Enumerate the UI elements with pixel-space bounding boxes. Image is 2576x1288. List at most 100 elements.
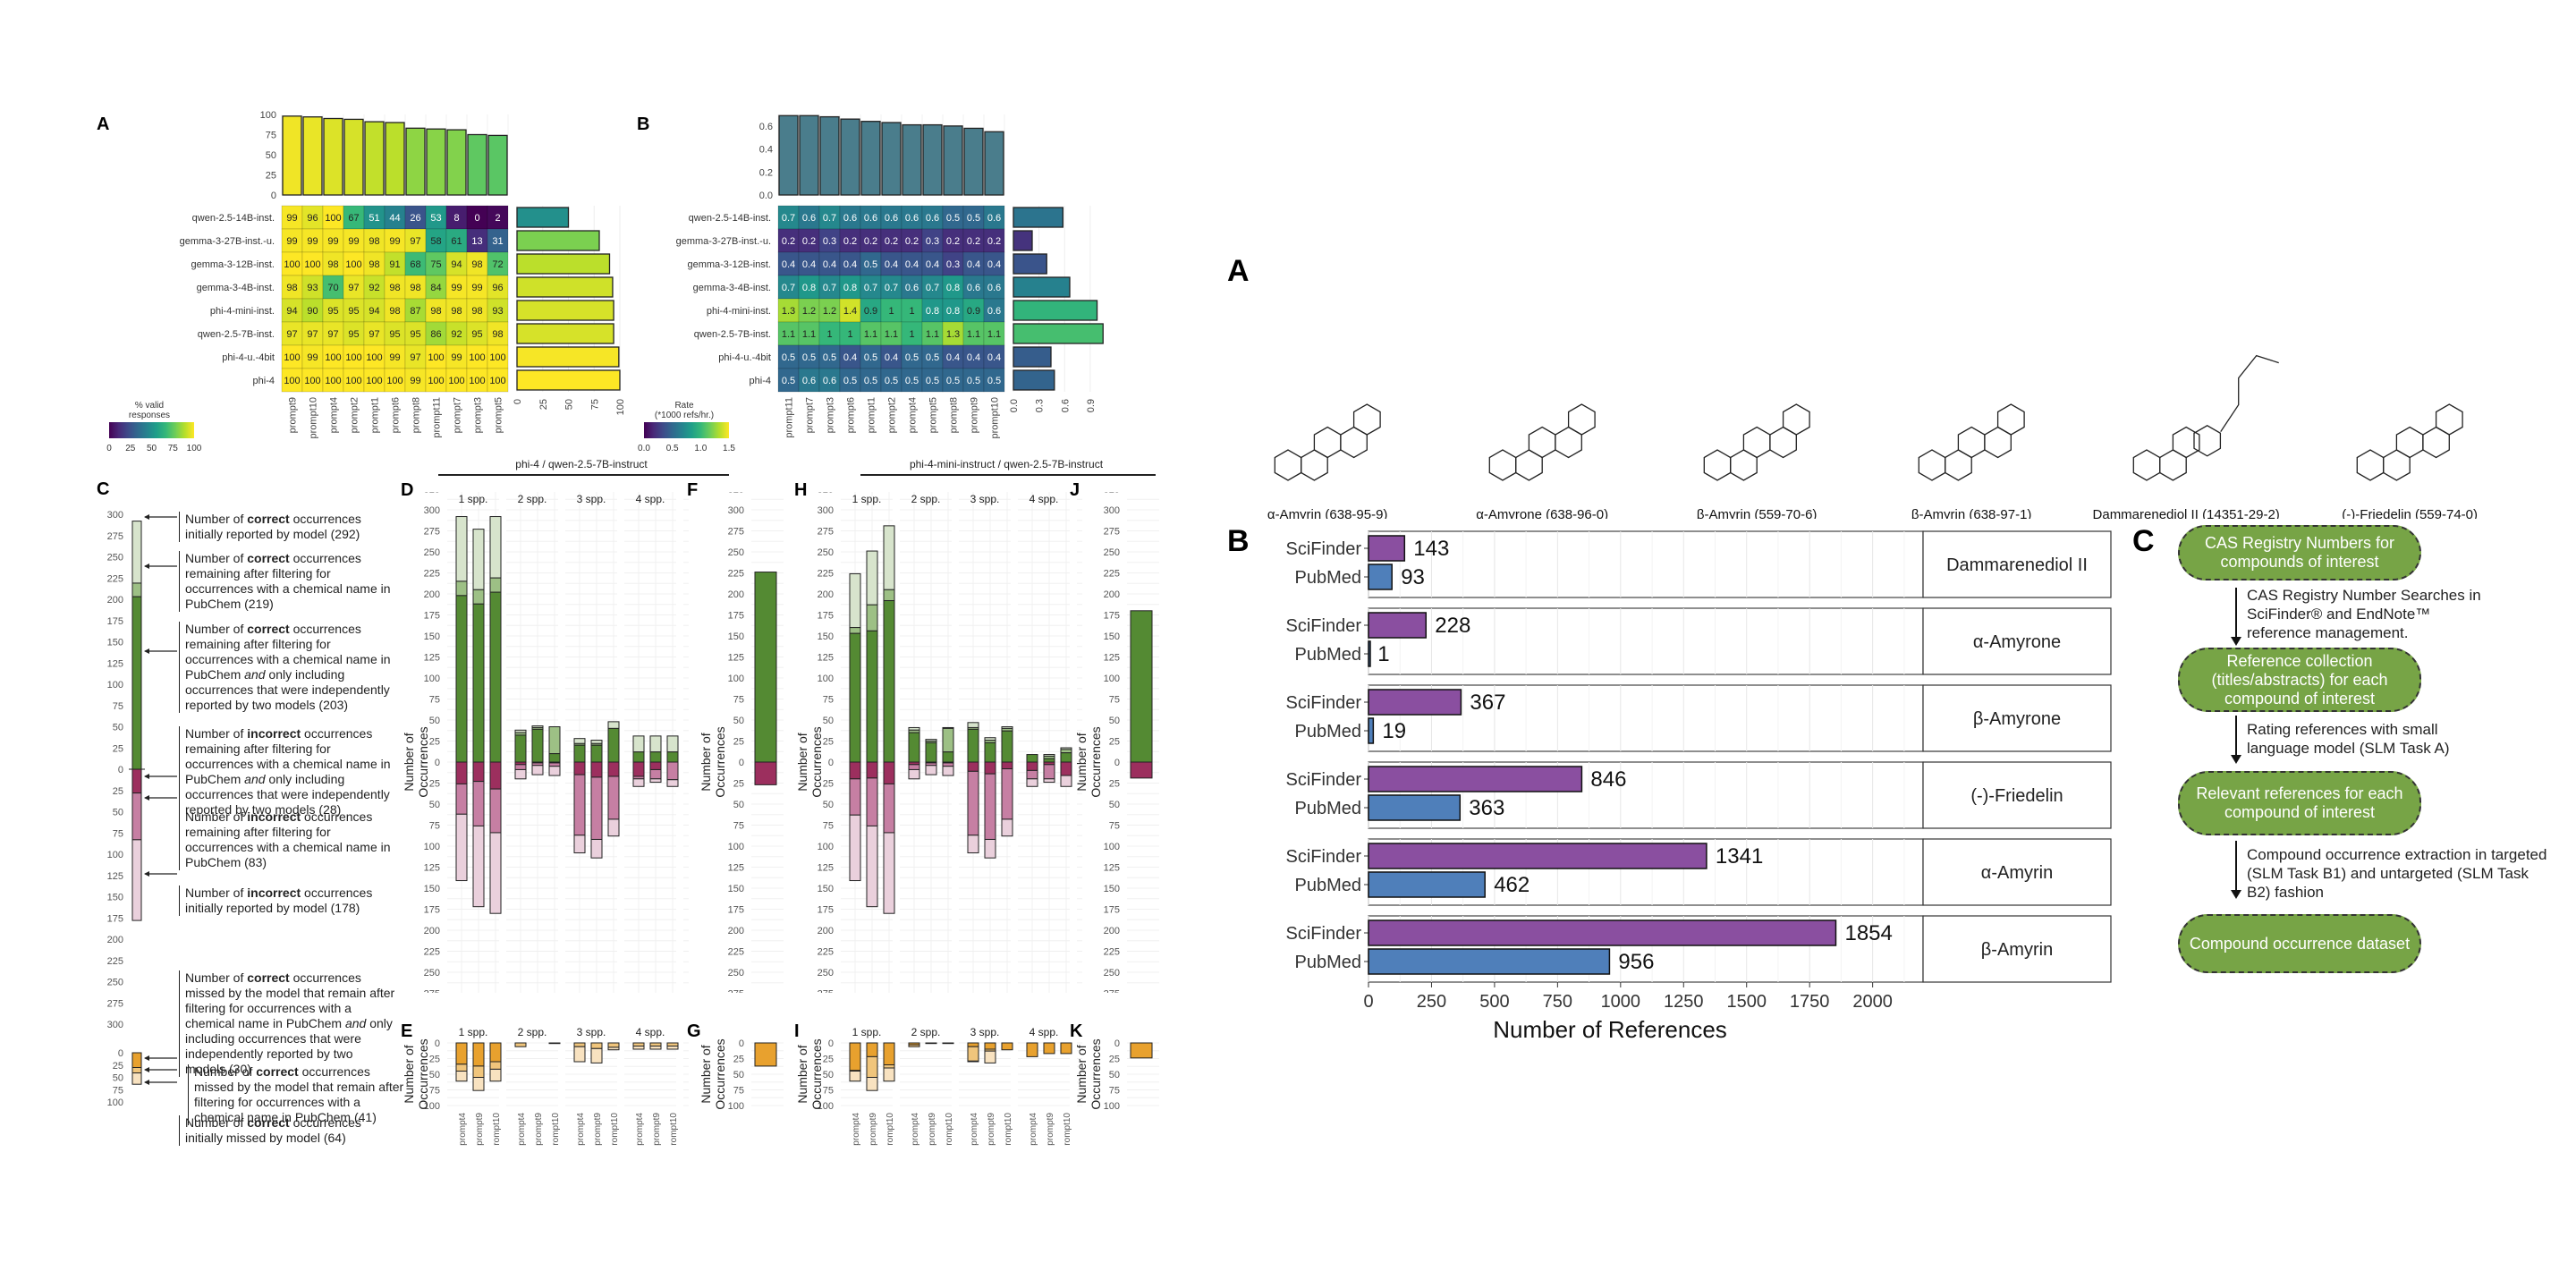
heatmap-cell-value: 72 bbox=[492, 259, 503, 270]
heatmap-cell-value: 0.2 bbox=[905, 236, 919, 247]
bar-segment-incorrect bbox=[531, 765, 544, 775]
bar-segment-incorrect bbox=[967, 835, 979, 854]
bar-segment-incorrect bbox=[573, 761, 586, 775]
bar-segment-correct bbox=[866, 630, 878, 763]
heatmap-cell-value: 0.4 bbox=[885, 352, 898, 363]
heatmap-cell-value: 0.5 bbox=[885, 376, 898, 386]
y-axis-label: Number of bbox=[1074, 1045, 1089, 1103]
bar-segment-missed bbox=[908, 1044, 920, 1047]
heatmap-cell-value: 0.5 bbox=[946, 213, 960, 224]
bar-scifinder bbox=[1368, 535, 1406, 562]
heatmap-cell-value: 99 bbox=[410, 376, 420, 386]
bar-segment-incorrect bbox=[1026, 769, 1038, 780]
legend-tick-label: 1.0 bbox=[694, 444, 707, 453]
category-label: PubMed bbox=[1295, 645, 1362, 665]
axis-tick-label: 275 bbox=[107, 531, 123, 542]
arrow-left-icon bbox=[144, 795, 149, 801]
heatmap-cell-value: 68 bbox=[410, 259, 420, 270]
axis-tick-label: 225 bbox=[424, 569, 440, 580]
heatmap-cell-value: 0.8 bbox=[843, 283, 857, 293]
heatmap-cell-value: 0.4 bbox=[823, 259, 836, 270]
axis-tick-label: 200 bbox=[107, 935, 123, 945]
prompt-tick-label: prompt4 bbox=[635, 1113, 645, 1146]
row-label: qwen-2.5-14B-inst. bbox=[192, 213, 275, 224]
bar-segment-incorrect bbox=[472, 761, 485, 783]
heatmap-cell-value: 0.2 bbox=[782, 236, 795, 247]
bar-segment-correct bbox=[590, 744, 603, 763]
bar-segment-incorrect bbox=[866, 825, 878, 908]
row-label: phi-4 bbox=[253, 376, 275, 386]
bar-segment-incorrect bbox=[942, 766, 954, 776]
column-label: prompt5 bbox=[494, 397, 504, 433]
data-label: 367 bbox=[1470, 691, 1505, 715]
compound-label: (-)-Friedelin (559-74-0) bbox=[2342, 507, 2478, 519]
heatmap-cell-value: 0.3 bbox=[823, 236, 836, 247]
heatmap-cell-value: 0.4 bbox=[987, 352, 1001, 363]
axis-tick-label: 125 bbox=[1104, 863, 1120, 874]
row-mean-bar bbox=[516, 276, 614, 298]
heatmap-cell-value: 100 bbox=[366, 376, 382, 386]
heatmap-cell-value: 31 bbox=[492, 236, 503, 247]
heatmap-cell-value: 51 bbox=[369, 213, 379, 224]
ring-bond bbox=[2422, 426, 2450, 459]
axis-tick-label: 250 bbox=[818, 547, 834, 558]
axis-tick-label: 100 bbox=[818, 674, 834, 684]
axis-tick-label: 0.9 bbox=[1086, 399, 1097, 412]
bar-segment-correct bbox=[548, 726, 561, 755]
bar-segment-missed bbox=[1060, 1042, 1072, 1055]
axis-tick-label: 125 bbox=[1104, 653, 1120, 664]
axis-tick-label: 50 bbox=[733, 800, 744, 810]
axis-tick-label: 175 bbox=[1104, 611, 1120, 622]
heatmap-cell-value: 86 bbox=[430, 329, 441, 340]
heatmap-cell-value: 0.6 bbox=[987, 283, 1001, 293]
chart-K: 0 25 50 75 100 Number of Occurrences bbox=[1074, 1038, 1159, 1112]
heatmap-cell-value: 98 bbox=[389, 306, 400, 317]
bar-segment-incorrect bbox=[573, 774, 586, 836]
facet-label: 3 spp. bbox=[577, 493, 606, 505]
axis-tick-label: 275 bbox=[728, 989, 744, 994]
heatmap-cell-value: 100 bbox=[284, 259, 300, 270]
annotation-text: Number of incorrect occurrences remainin… bbox=[179, 726, 395, 818]
y-axis-label: Occurrences bbox=[713, 1038, 727, 1109]
ring-bond bbox=[2172, 426, 2200, 459]
axis-tick-label: 0 bbox=[513, 399, 523, 404]
bar-segment-correct bbox=[632, 735, 645, 753]
annotation-text: Number of correct occurrences missed by … bbox=[179, 970, 395, 1077]
heatmap-cell-value: 95 bbox=[389, 329, 400, 340]
column-mean-bar bbox=[364, 121, 385, 196]
panel-letter-C: C bbox=[97, 479, 110, 499]
bar-segment-correct bbox=[472, 603, 485, 763]
heatmap-cell-value: 100 bbox=[386, 376, 402, 386]
flow-step-3: Compound occurrence extraction in target… bbox=[2247, 846, 2547, 901]
bar-segment-incorrect bbox=[489, 761, 502, 790]
bar-segment-correct bbox=[455, 580, 468, 597]
axis-tick-label: 750 bbox=[1543, 992, 1572, 1012]
bar-segment-missed bbox=[666, 1042, 679, 1046]
axis-tick-label: 0.6 bbox=[759, 122, 773, 132]
axis-tick-label: 250 bbox=[1104, 968, 1120, 979]
bar-segment-correct bbox=[573, 744, 586, 763]
bar-segment-incorrect bbox=[1026, 778, 1038, 787]
bar-segment-missed bbox=[632, 1042, 645, 1046]
bar-segment-incorrect bbox=[649, 778, 662, 784]
group-header-1-rule bbox=[438, 474, 729, 476]
annotation-text: Number of correct occurrences remaining … bbox=[179, 622, 395, 713]
ring-bond bbox=[1274, 449, 1302, 481]
heatmap-cell-value: 0.6 bbox=[905, 283, 919, 293]
axis-tick-label: 300 bbox=[107, 1020, 123, 1030]
compound-label: β-Amyrin (559-70-6) bbox=[1697, 507, 1818, 519]
heatmap-cell-value: 0.4 bbox=[946, 352, 960, 363]
column-label: prompt7 bbox=[453, 397, 463, 433]
category-label: SciFinder bbox=[1286, 539, 1362, 559]
heatmap-cell-value: 100 bbox=[428, 352, 444, 363]
heatmap-cell-value: 97 bbox=[369, 329, 379, 340]
axis-tick-label: 0.3 bbox=[1035, 399, 1046, 412]
bar-segment-missed bbox=[849, 1071, 861, 1082]
axis-tick-label: 25 bbox=[1109, 737, 1120, 748]
bar-segment-incorrect bbox=[1043, 764, 1055, 780]
axis-tick-label: 25 bbox=[823, 779, 834, 790]
column-mean-bar bbox=[405, 127, 426, 196]
axis-tick-label: 25 bbox=[113, 786, 123, 797]
bar-segment-correct bbox=[590, 740, 603, 744]
heatmap-cell-value: 100 bbox=[489, 352, 505, 363]
